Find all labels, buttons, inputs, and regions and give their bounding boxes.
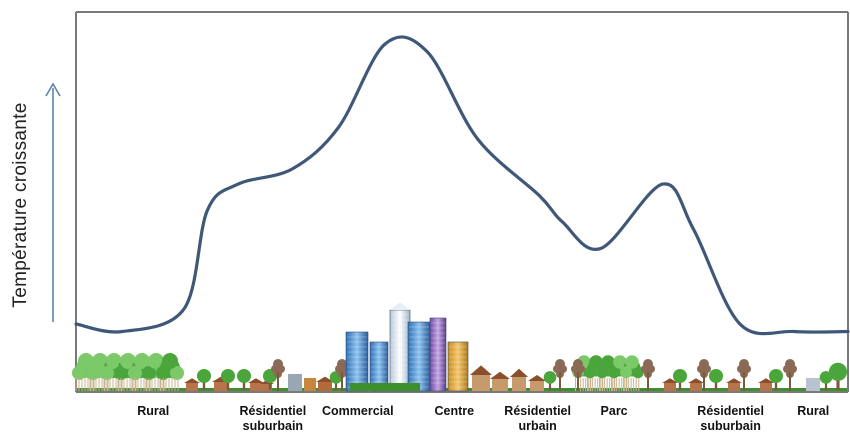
skyscraper-icon (430, 318, 446, 391)
house-icon (510, 369, 528, 391)
building-icon (288, 374, 302, 391)
bare-tree-icon (783, 359, 797, 391)
skyscraper-roof (390, 302, 410, 310)
tree-icon (197, 369, 211, 390)
zone-label-residentiel-suburbain-left: Résidentiel suburbain (240, 404, 307, 434)
house-icon (490, 372, 510, 391)
plaza-lawn (350, 383, 420, 391)
tree-icon (544, 371, 557, 390)
house-icon (248, 378, 264, 391)
zone-label-residentiel-suburbain-right: Résidentiel suburbain (697, 404, 764, 434)
up-arrow-icon (46, 84, 60, 322)
house-icon (528, 375, 546, 391)
urban-landscape (72, 302, 847, 391)
y-axis-label: Température croissante (0, 0, 40, 436)
tree-icon (829, 363, 847, 390)
zone-label-centre: Centre (434, 404, 474, 419)
building-icon (304, 378, 316, 391)
temperature-curve (76, 37, 848, 334)
zone-label-rural-right: Rural (797, 404, 829, 419)
skyscraper-icon (448, 342, 468, 391)
tree-icon (237, 369, 251, 390)
tree-icon (709, 369, 723, 390)
zone-label-commercial: Commercial (322, 404, 394, 419)
y-axis-label-text: Température croissante (10, 102, 32, 307)
zone-label-parc: Parc (601, 404, 628, 419)
house-icon (726, 378, 742, 391)
barn-icon (806, 378, 820, 391)
skyscraper-icon (390, 310, 410, 391)
house-icon (470, 365, 492, 391)
zone-label-rural-left: Rural (137, 404, 169, 419)
house-icon (688, 378, 704, 391)
house-icon (184, 378, 200, 391)
zone-label-residentiel-urbain: Résidentiel urbain (504, 404, 571, 434)
